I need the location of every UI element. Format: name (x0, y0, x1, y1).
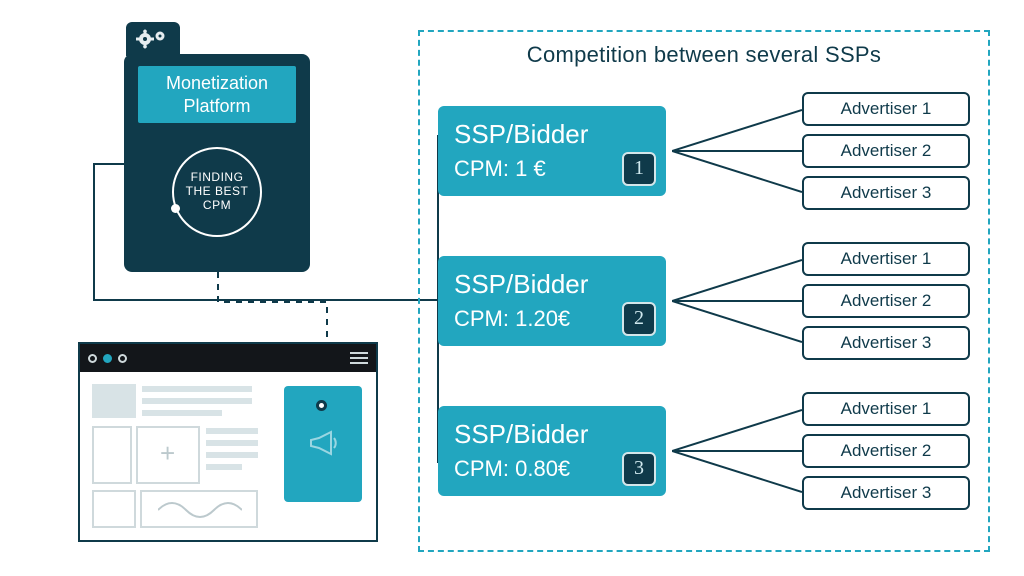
ssp-title: SSP/Bidder (454, 270, 650, 300)
ssp-bidder-card: SSP/Bidder CPM: 0.80€ 3 (438, 406, 666, 496)
ssp-row: SSP/Bidder CPM: 1.20€ 2 Advertiser 1 Adv… (438, 226, 970, 376)
best-cpm-circle: FINDING THE BEST CPM (172, 147, 262, 237)
circle-text-2: THE BEST (186, 185, 249, 199)
platform-title-line2: Platform (183, 96, 250, 116)
megaphone-icon (305, 426, 341, 462)
monetization-platform-card: Monetization Platform FINDING THE BEST C… (124, 54, 310, 272)
ssp-row: SSP/Bidder CPM: 1 € 1 Advertiser 1 Adver… (438, 76, 970, 226)
ssp-row: SSP/Bidder CPM: 0.80€ 3 Advertiser 1 Adv… (438, 376, 970, 526)
competition-panel: Competition between several SSPs SSP/Bid… (418, 30, 990, 552)
ssp-rank-badge: 1 (622, 152, 656, 186)
window-dot (118, 354, 127, 363)
ssp-cpm: CPM: 1 € (454, 156, 650, 182)
advertiser-list: Advertiser 1 Advertiser 2 Advertiser 3 (802, 242, 970, 360)
ssp-cpm: CPM: 1.20€ (454, 306, 650, 332)
browser-body: + (80, 372, 376, 544)
ad-connector-dot (316, 400, 327, 411)
advertiser-box: Advertiser 3 (802, 326, 970, 360)
advertiser-box: Advertiser 2 (802, 284, 970, 318)
ssp-rank-badge: 2 (622, 302, 656, 336)
ssp-bidder-card: SSP/Bidder CPM: 1.20€ 2 (438, 256, 666, 346)
fan-connector (672, 246, 802, 356)
advertiser-list: Advertiser 1 Advertiser 2 Advertiser 3 (802, 392, 970, 510)
window-dot (88, 354, 97, 363)
advertiser-box: Advertiser 3 (802, 476, 970, 510)
advertiser-box: Advertiser 1 (802, 242, 970, 276)
browser-titlebar (80, 344, 376, 372)
advertiser-box: Advertiser 3 (802, 176, 970, 210)
advertiser-box: Advertiser 1 (802, 92, 970, 126)
platform-title-line1: Monetization (166, 73, 268, 93)
advertiser-box: Advertiser 1 (802, 392, 970, 426)
window-dot-active (103, 354, 112, 363)
hamburger-icon (350, 352, 368, 364)
ssp-rank-badge: 3 (622, 452, 656, 486)
circle-text-3: CPM (203, 199, 231, 213)
fan-connector (672, 396, 802, 506)
advertiser-box: Advertiser 2 (802, 434, 970, 468)
ssp-cpm: CPM: 0.80€ (454, 456, 650, 482)
advertiser-box: Advertiser 2 (802, 134, 970, 168)
panel-title: Competition between several SSPs (438, 42, 970, 68)
platform-tab-gears (126, 22, 180, 56)
ssp-bidder-card: SSP/Bidder CPM: 1 € 1 (438, 106, 666, 196)
ssp-title: SSP/Bidder (454, 420, 650, 450)
platform-title: Monetization Platform (138, 66, 296, 123)
ssp-title: SSP/Bidder (454, 120, 650, 150)
fan-connector (672, 96, 802, 206)
advertiser-list: Advertiser 1 Advertiser 2 Advertiser 3 (802, 92, 970, 210)
circle-text-1: FINDING (191, 171, 244, 185)
website-browser-mock: + (78, 342, 378, 542)
